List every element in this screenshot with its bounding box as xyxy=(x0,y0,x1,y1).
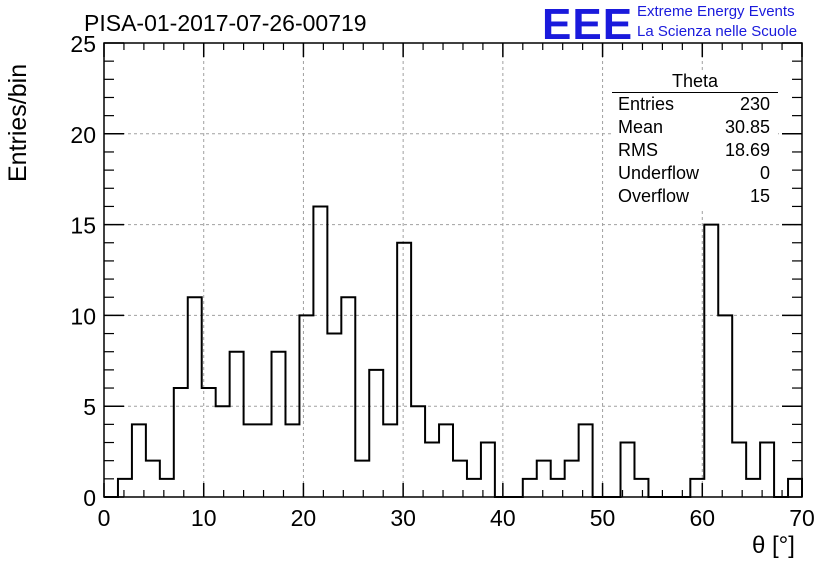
run-title: PISA-01-2017-07-26-00719 xyxy=(84,10,367,36)
stats-label: Mean xyxy=(618,117,664,137)
y-tick-label: 20 xyxy=(70,122,96,148)
stats-row-rms: RMS 18.69 xyxy=(612,139,778,162)
eee-logo: EEE xyxy=(542,0,634,49)
x-tick-labels: 0 10 20 30 40 50 60 70 xyxy=(98,505,815,531)
x-axis-label: θ [°] xyxy=(752,532,795,559)
x-tick-label: 30 xyxy=(390,505,416,531)
stats-row-entries: Entries 230 xyxy=(612,93,778,116)
y-tick-label: 5 xyxy=(83,394,96,420)
stats-label: Entries xyxy=(618,94,675,114)
x-tick-label: 10 xyxy=(191,505,217,531)
y-tick-labels: 0 5 10 15 20 25 xyxy=(70,31,96,511)
stats-value: 30.85 xyxy=(724,117,770,137)
y-axis-label: Entries/bin xyxy=(4,63,32,182)
plot-frame xyxy=(103,42,803,498)
stats-label: Overflow xyxy=(618,186,690,206)
brand-line-1: Extreme Energy Events xyxy=(637,3,795,20)
x-tick-label: 70 xyxy=(789,505,815,531)
x-tick-label: 0 xyxy=(98,505,111,531)
x-tick-label: 20 xyxy=(291,505,317,531)
y-tick-label: 10 xyxy=(70,303,96,329)
x-tick-label: 50 xyxy=(590,505,616,531)
y-tick-label: 0 xyxy=(83,485,96,511)
y-tick-label: 15 xyxy=(70,213,96,239)
stats-value: 15 xyxy=(749,186,770,206)
histogram-series xyxy=(104,205,803,498)
stats-value: 0 xyxy=(759,163,770,183)
axis-ticks xyxy=(103,42,803,498)
brand-line-2: La Scienza nelle Scuole xyxy=(637,23,798,40)
stats-row-mean: Mean 30.85 xyxy=(612,116,778,139)
stats-value: 230 xyxy=(739,94,770,114)
stats-label: RMS xyxy=(618,140,658,160)
stats-row-overflow: Overflow 15 xyxy=(612,185,778,208)
y-tick-label: 25 xyxy=(70,31,96,57)
stats-title: Theta xyxy=(612,70,778,93)
x-tick-label: 60 xyxy=(689,505,715,531)
stats-row-underflow: Underflow 0 xyxy=(612,162,778,185)
stats-label: Underflow xyxy=(618,163,700,183)
x-tick-label: 40 xyxy=(490,505,516,531)
stats-value: 18.69 xyxy=(724,140,770,160)
stats-box: Theta Entries 230 Mean 30.85 RMS 18.69 U… xyxy=(612,70,778,208)
